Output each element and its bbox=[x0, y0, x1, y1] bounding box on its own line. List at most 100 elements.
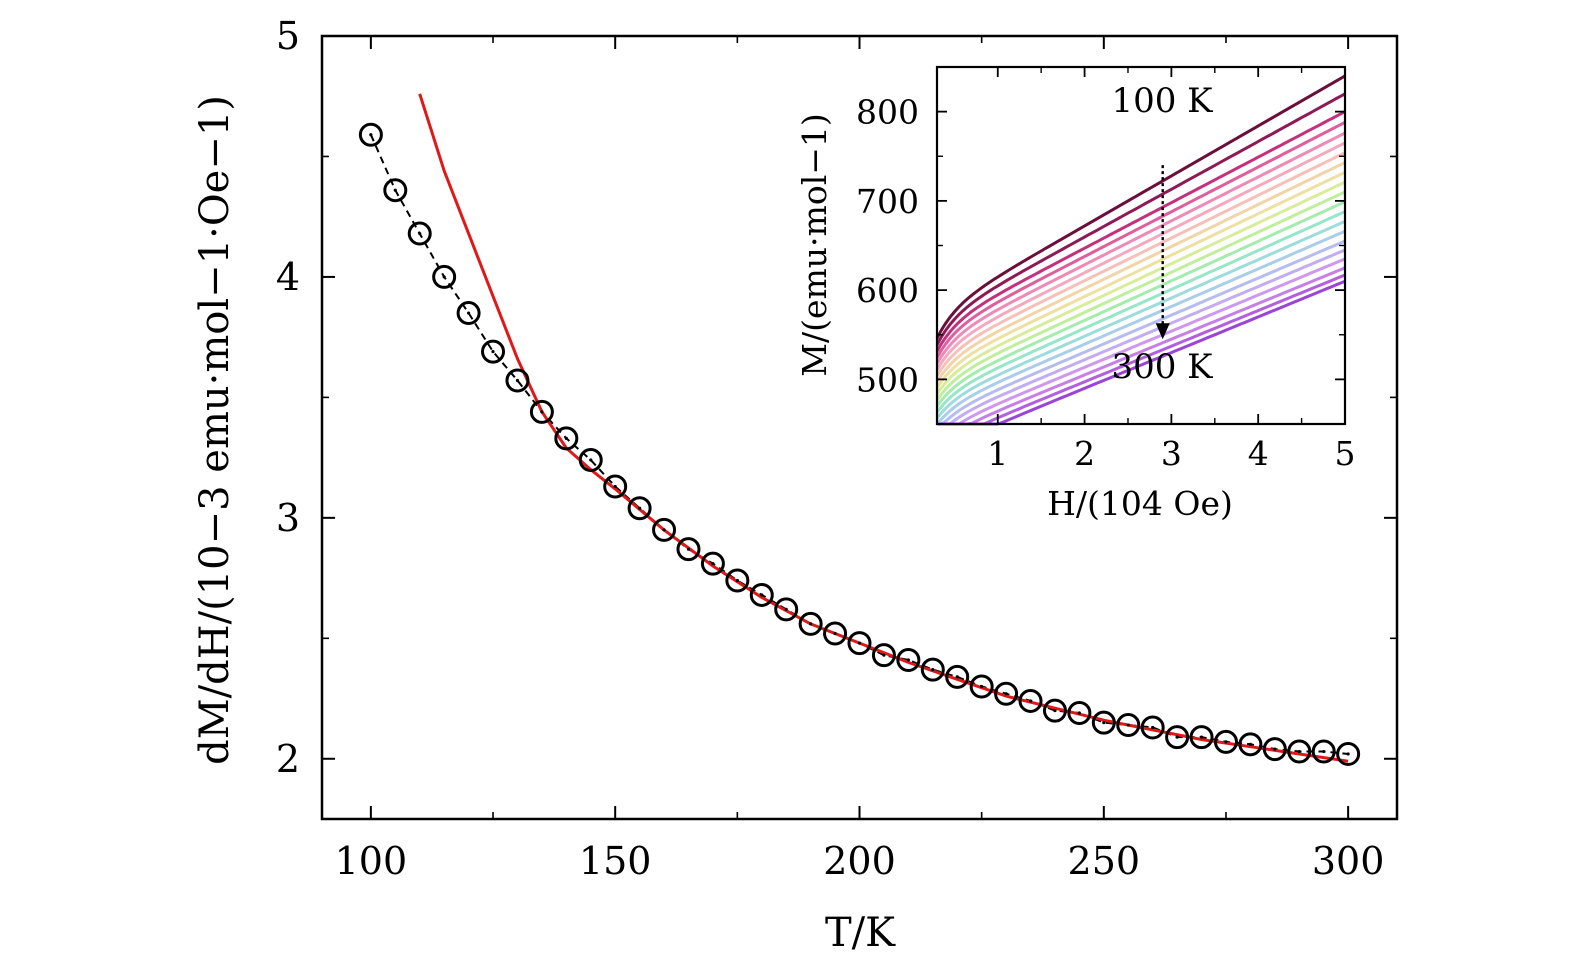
inset-curve bbox=[935, 151, 1346, 377]
data-point-center bbox=[686, 547, 691, 551]
data-point bbox=[1140, 715, 1165, 740]
data-point bbox=[700, 551, 725, 576]
inset-curve bbox=[937, 273, 1346, 426]
data-point-center bbox=[833, 631, 837, 636]
inset-x-tick-label: 4 bbox=[1248, 434, 1269, 473]
data-point bbox=[1311, 739, 1336, 764]
inset-series bbox=[935, 74, 1346, 426]
x-tick-label: 100 bbox=[335, 839, 408, 883]
data-point bbox=[1116, 713, 1141, 738]
inset-x-tick-label: 3 bbox=[1161, 434, 1182, 473]
data-point-center bbox=[784, 607, 788, 611]
inset-curve bbox=[935, 170, 1346, 389]
inset-chart: 1 2 3 4 5 500 600 700 800 100 K 300 K H/(104 Oe)… bbox=[795, 65, 1356, 523]
data-point bbox=[725, 568, 750, 593]
x-tick-label: 250 bbox=[1068, 839, 1141, 883]
data-point bbox=[603, 474, 628, 499]
data-point-center bbox=[613, 484, 617, 489]
inset-annotation-300k: 300 K bbox=[1111, 347, 1213, 387]
data-point-center bbox=[1346, 752, 1350, 756]
data-point-center bbox=[1175, 735, 1179, 739]
data-point bbox=[1091, 710, 1116, 735]
data-point-center bbox=[1273, 747, 1277, 751]
data-point-center bbox=[931, 668, 935, 672]
data-point-center bbox=[1248, 742, 1253, 746]
data-point bbox=[798, 611, 823, 636]
data-point-center bbox=[1004, 692, 1008, 696]
y-tick-label: 2 bbox=[276, 737, 300, 781]
y-tick-label: 4 bbox=[276, 255, 300, 299]
inset-y-tick-label: 600 bbox=[856, 271, 919, 310]
inset-curve bbox=[937, 266, 1346, 426]
data-point-center bbox=[564, 436, 568, 440]
data-point bbox=[1067, 700, 1092, 725]
data-point bbox=[945, 664, 970, 689]
inset-curve bbox=[935, 161, 1346, 383]
main-y-axis-label: dM/dH/(10−3 emu·mol−1·Oe−1) bbox=[192, 95, 238, 765]
data-point bbox=[627, 496, 652, 521]
data-point-center bbox=[760, 593, 764, 597]
data-point-center bbox=[711, 562, 715, 566]
data-point-center bbox=[515, 378, 520, 383]
data-point bbox=[1018, 688, 1043, 713]
main-chart: 100 150 200 250 300 2 3 4 5 T/K dM/dH/(10−3 emu·… bbox=[192, 14, 1399, 956]
data-point bbox=[749, 582, 774, 607]
data-point-center bbox=[1126, 723, 1130, 727]
inset-ticks: 1 2 3 4 5 500 600 700 800 bbox=[856, 67, 1356, 473]
data-point-center bbox=[809, 622, 813, 626]
inset-curve bbox=[937, 239, 1346, 426]
main-ticks: 100 150 200 250 300 2 3 4 5 bbox=[276, 14, 1397, 883]
y-tick-label: 3 bbox=[276, 496, 300, 540]
data-point bbox=[383, 178, 408, 203]
inset-y-axis-label: M/(emu·mol−1) bbox=[795, 113, 834, 377]
inset-y-tick-label: 800 bbox=[856, 93, 919, 132]
data-point bbox=[847, 631, 872, 656]
data-point bbox=[358, 122, 383, 147]
inset-curve bbox=[937, 257, 1346, 426]
inset-curve bbox=[935, 229, 1346, 426]
temperature-arrow bbox=[1155, 165, 1170, 340]
data-point-center bbox=[857, 641, 862, 645]
data-point-center bbox=[980, 684, 984, 689]
arrow-head bbox=[1155, 323, 1170, 340]
main-series bbox=[358, 93, 1361, 766]
inset-curve bbox=[935, 92, 1346, 346]
inset-x-tick-label: 5 bbox=[1335, 434, 1356, 473]
data-point bbox=[652, 517, 677, 542]
data-point-center bbox=[906, 658, 910, 662]
data-point bbox=[456, 301, 481, 326]
data-point bbox=[1262, 737, 1287, 762]
data-point bbox=[676, 537, 701, 562]
data-point-center bbox=[1297, 749, 1301, 754]
data-point-center bbox=[882, 653, 886, 657]
inset-curve bbox=[935, 220, 1346, 420]
data-point bbox=[481, 339, 506, 364]
inset-curve bbox=[935, 190, 1346, 401]
data-point-center bbox=[638, 506, 642, 510]
data-point-center bbox=[1028, 699, 1033, 703]
data-point-center bbox=[393, 188, 397, 192]
data-point-center bbox=[369, 133, 373, 137]
data-point-center bbox=[1151, 725, 1155, 730]
data-point bbox=[1238, 732, 1263, 757]
data-point-center bbox=[662, 528, 666, 532]
inset-curve bbox=[935, 180, 1346, 395]
data-point-center bbox=[418, 231, 422, 236]
inset-curve bbox=[935, 141, 1346, 371]
inset-y-tick-label: 500 bbox=[856, 360, 919, 399]
inset-curve bbox=[937, 248, 1346, 426]
inset-x-tick-label: 2 bbox=[1074, 434, 1095, 473]
data-point bbox=[1042, 698, 1067, 723]
data-point bbox=[969, 674, 994, 699]
data-point bbox=[1336, 741, 1361, 766]
inset-curve bbox=[935, 74, 1346, 339]
data-point-center bbox=[540, 410, 544, 414]
inset-curve bbox=[935, 110, 1346, 353]
inset-curve bbox=[935, 120, 1346, 359]
data-point-center bbox=[1077, 711, 1081, 715]
data-point-center bbox=[589, 458, 593, 462]
data-point-center bbox=[1102, 721, 1106, 725]
inset-curve bbox=[935, 210, 1346, 414]
data-point-center bbox=[491, 350, 495, 354]
inset-y-tick-label: 700 bbox=[856, 182, 919, 221]
